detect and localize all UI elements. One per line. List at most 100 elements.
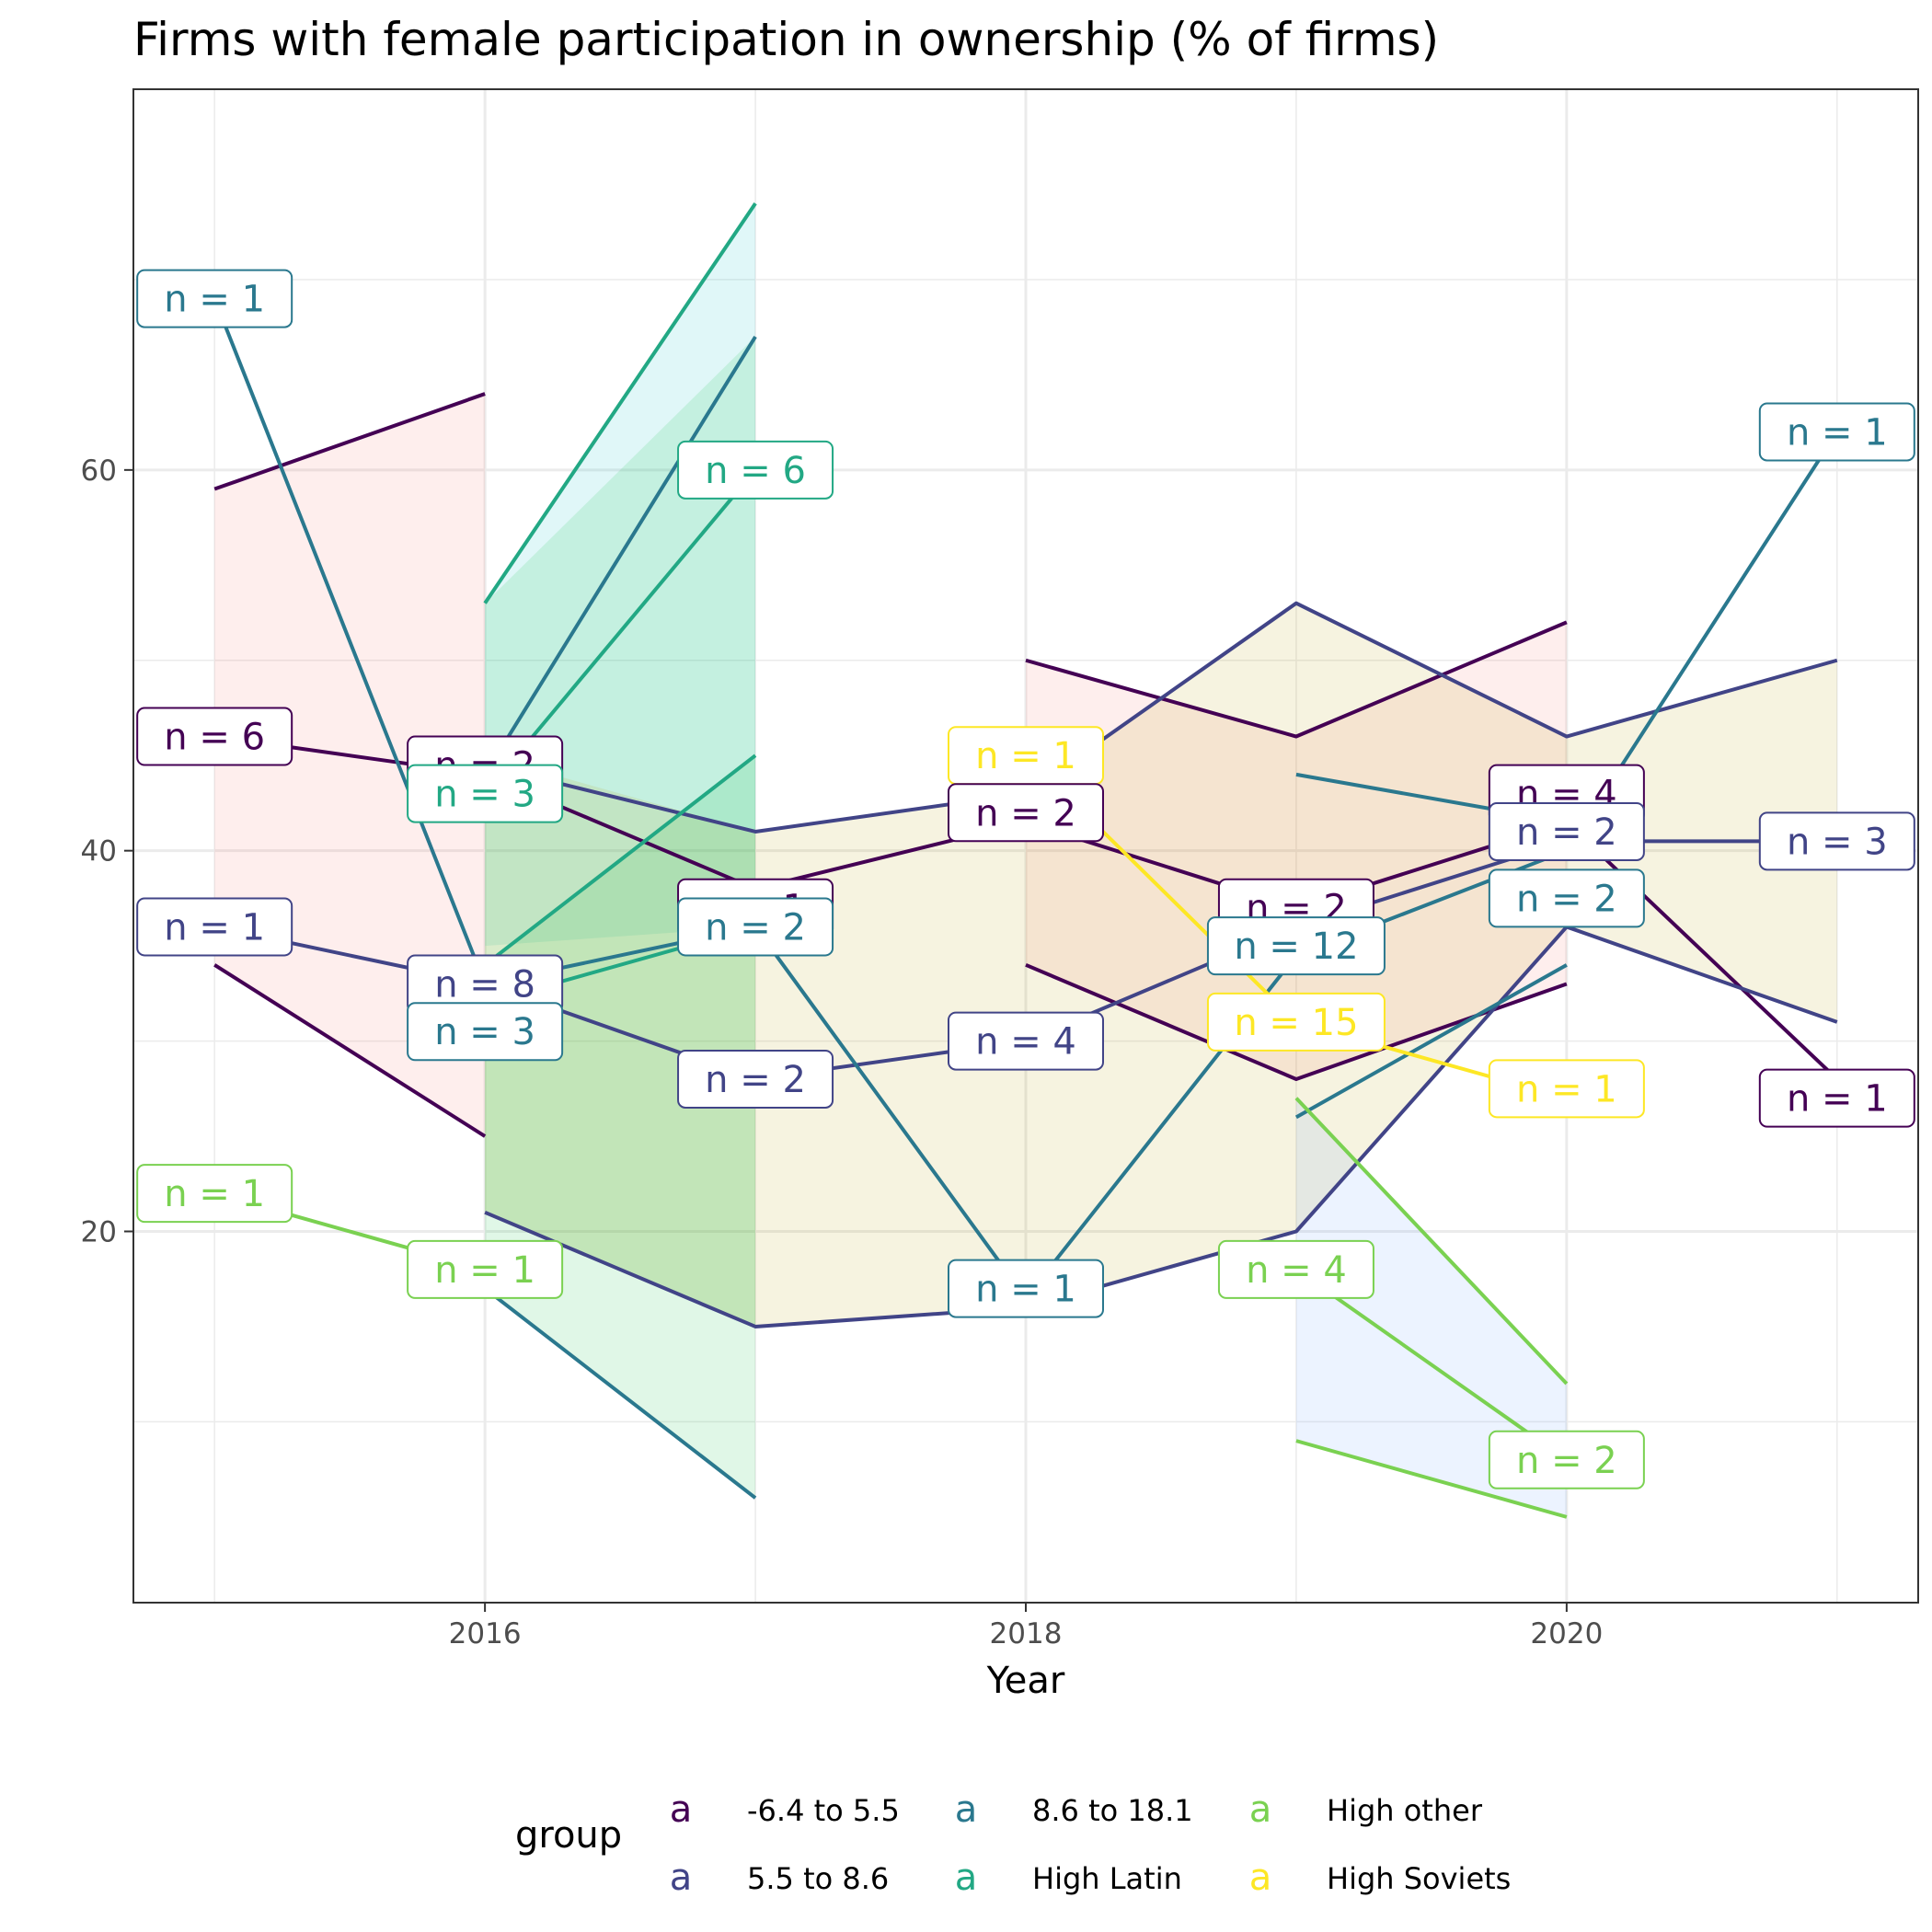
series-line-high-other xyxy=(1295,1439,1568,1519)
y-tick-label: 20 xyxy=(81,1216,117,1249)
count-label-text: n = 1 xyxy=(975,1269,1076,1311)
count-label: n = 1 xyxy=(1758,402,1915,462)
count-label: n = 6 xyxy=(677,440,834,500)
series-line-high-other xyxy=(1294,1097,1569,1386)
count-label-box xyxy=(1758,402,1915,462)
count-label-text: n = 6 xyxy=(164,717,265,759)
legend-label: 5.5 to 8.6 xyxy=(747,1861,889,1896)
count-label: n = 2 xyxy=(1488,868,1645,928)
x-axis-ticks: 2016 2018 2020 xyxy=(449,1603,1603,1650)
count-label: n = 4 xyxy=(948,1011,1104,1071)
count-label-text: n = 3 xyxy=(434,1011,535,1053)
count-label-box xyxy=(1206,992,1386,1052)
legend-item-5-5-to-8-6: a 5.5 to 8.6 xyxy=(670,1857,890,1899)
count-label: n = 1 xyxy=(136,1164,293,1224)
count-label-box xyxy=(948,1011,1104,1071)
count-label-text: n = 1 xyxy=(975,735,1076,777)
count-label: n = 12 xyxy=(1206,916,1386,976)
legend-item-6-4-to-5-5: a -6.4 to 5.5 xyxy=(670,1788,900,1831)
count-label-box xyxy=(1206,916,1386,976)
series-line-high-latin xyxy=(483,753,757,967)
count-label: n = 1 xyxy=(407,1239,564,1299)
legend-key: a xyxy=(670,1857,693,1899)
legend-key: a xyxy=(1249,1857,1272,1899)
count-label: n = 8 xyxy=(407,954,564,1014)
count-label-box xyxy=(407,1239,564,1299)
count-label: n = 6 xyxy=(136,707,293,766)
series-line-high-other xyxy=(1294,1268,1569,1462)
count-label-box xyxy=(1488,801,1645,861)
legend: group a -6.4 to 5.5 a 5.5 to 8.6 a 8.6 to 18.… xyxy=(515,1788,1511,1899)
count-label-text: n = 8 xyxy=(434,964,535,1006)
count-label-text: n = 1 xyxy=(1787,411,1888,454)
legend-label: High Latin xyxy=(1032,1861,1182,1896)
count-label-text: n = 2 xyxy=(1516,1440,1617,1482)
count-label: n = 2 xyxy=(677,1049,834,1109)
count-label: n = 3 xyxy=(407,764,564,823)
count-label-box xyxy=(136,707,293,766)
count-label-box xyxy=(407,764,564,823)
count-label-text: n = 1 xyxy=(1516,1068,1617,1110)
count-label: n = 1 xyxy=(948,726,1104,786)
legend-key: a xyxy=(670,1788,693,1831)
count-label-text: n = 4 xyxy=(1246,1249,1347,1292)
y-tick-label: 60 xyxy=(81,454,117,488)
count-label-box xyxy=(677,1049,834,1109)
legend-key: a xyxy=(955,1857,978,1899)
count-label: n = 1 xyxy=(1758,1068,1915,1128)
legend-key: a xyxy=(955,1788,978,1831)
count-label-box xyxy=(1758,811,1915,871)
count-label: n = 1 xyxy=(948,1259,1104,1318)
count-label-box xyxy=(677,440,834,500)
count-label-text: n = 2 xyxy=(705,906,806,949)
count-label: n = 1 xyxy=(136,897,293,957)
series-line-8-6-to-18-1 xyxy=(1294,963,1568,1120)
count-label: n = 2 xyxy=(1488,1430,1645,1489)
count-label-text: n = 1 xyxy=(434,1249,535,1292)
legend-item-high-other: a High other xyxy=(1249,1788,1483,1831)
count-labels: n = 1 n = 6 n = 1 n = 1 n = 2 n = 3 n = 8 n = 3… xyxy=(136,269,1915,1489)
x-tick-label: 2016 xyxy=(449,1617,522,1650)
count-label: n = 2 xyxy=(1488,801,1645,861)
count-label-text: n = 1 xyxy=(164,279,265,321)
count-label-box xyxy=(407,1002,564,1062)
legend-item-8-6-to-18-1: a 8.6 to 18.1 xyxy=(955,1788,1193,1831)
series-line-8-6-to-18-1 xyxy=(483,1287,757,1500)
count-label: n = 3 xyxy=(1758,811,1915,871)
series-line-6-4-to-5-5 xyxy=(1025,620,1568,739)
count-label-text: n = 2 xyxy=(975,792,1076,834)
x-tick-label: 2018 xyxy=(990,1617,1063,1650)
count-label: n = 2 xyxy=(948,783,1104,843)
ribbon-6-4-to-5-5 xyxy=(1026,622,1567,1079)
count-label-box xyxy=(136,1164,293,1224)
count-label-text: n = 2 xyxy=(705,1059,806,1101)
legend-item-high-latin: a High Latin xyxy=(955,1857,1182,1899)
count-label: n = 3 xyxy=(407,1002,564,1062)
count-label-text: n = 3 xyxy=(434,774,535,816)
legend-item-high-soviets: a High Soviets xyxy=(1249,1857,1512,1899)
series-line-6-4-to-5-5 xyxy=(213,963,487,1138)
legend-label: 8.6 to 18.1 xyxy=(1032,1793,1193,1828)
count-label-box xyxy=(677,897,834,957)
legend-label: High other xyxy=(1327,1793,1483,1828)
count-label-box xyxy=(1758,1068,1915,1128)
legend-title: group xyxy=(515,1814,622,1857)
series-line-5-5-to-8-6 xyxy=(484,925,1838,1328)
count-label-text: n = 1 xyxy=(1787,1078,1888,1121)
legend-label: High Soviets xyxy=(1327,1861,1511,1896)
x-axis-title: Year xyxy=(986,1660,1065,1702)
count-label-text: n = 2 xyxy=(1516,811,1617,854)
y-axis-ticks: 20 40 60 xyxy=(81,454,133,1249)
count-label: n = 2 xyxy=(677,897,834,957)
y-tick-label: 40 xyxy=(81,835,117,868)
count-label-text: n = 4 xyxy=(975,1021,1076,1064)
legend-label: -6.4 to 5.5 xyxy=(747,1793,900,1828)
count-label-text: n = 2 xyxy=(1516,878,1617,920)
legend-key: a xyxy=(1249,1788,1272,1831)
count-label-box xyxy=(136,269,293,328)
count-label-box xyxy=(1488,868,1645,928)
series-line-8-6-to-18-1 xyxy=(483,335,757,776)
count-label: n = 4 xyxy=(1217,1239,1374,1299)
count-label-box xyxy=(136,897,293,957)
